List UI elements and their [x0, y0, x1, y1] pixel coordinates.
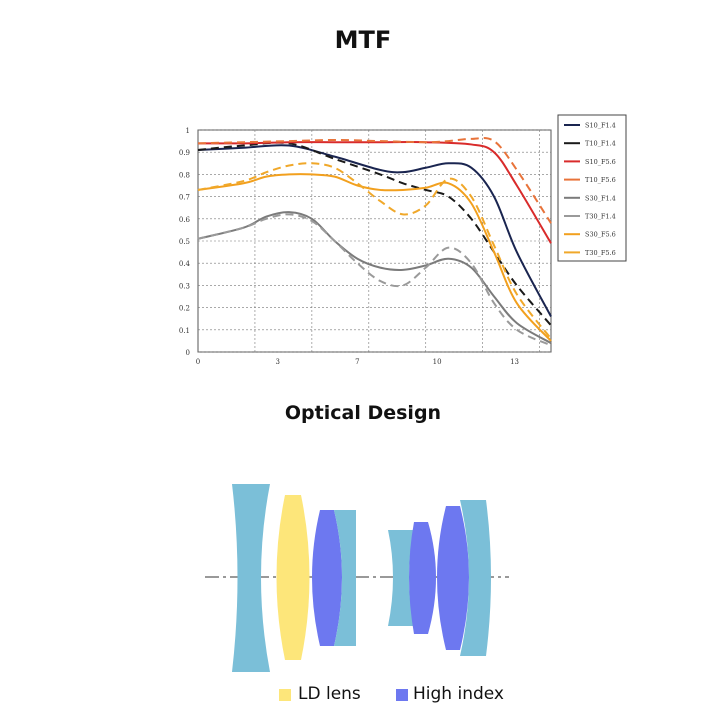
- legend-label: T30_F1.4: [585, 213, 616, 221]
- lens-element-5: [388, 530, 414, 626]
- chart-ticks: 00.10.20.30.40.50.60.70.80.910 3 7 10 13: [179, 127, 519, 366]
- series-line-t30-f5-6: [197, 162, 552, 340]
- chart-grid: [197, 129, 552, 353]
- y-tick-label: 1: [186, 127, 190, 135]
- series-line-t30-f1-4: [197, 213, 552, 347]
- ld-lens-swatch: [279, 689, 291, 701]
- y-tick-label: 0.7: [179, 194, 190, 202]
- lens-element-4: [334, 510, 356, 646]
- x-tick-label: 7: [355, 358, 359, 366]
- y-tick-label: 0.2: [179, 305, 190, 313]
- legend-label: T30_F5.6: [585, 249, 616, 257]
- lens-element-8: [460, 500, 491, 656]
- optical-design-title: Optical Design: [284, 402, 442, 424]
- series-line-s10-f1-4: [197, 144, 552, 317]
- legend-label: S30_F1.4: [585, 194, 616, 202]
- ld-lens-label: LD lens: [298, 684, 361, 704]
- chart-legend: S10_F1.4 T10_F1.4 S10_F5.6 T10_F5.6 S30_F1.4…: [557, 114, 627, 262]
- lens-element-3-high-index: [312, 510, 342, 646]
- legend-label: S10_F5.6: [585, 158, 616, 166]
- y-tick-label: 0: [186, 349, 190, 357]
- y-tick-label: 0.3: [179, 282, 190, 290]
- lens-element-6-high-index: [409, 522, 436, 634]
- series-line-t10-f5-6: [197, 137, 552, 224]
- x-tick-label: 13: [510, 358, 519, 366]
- lens-element-1: [232, 484, 270, 672]
- legend-label: T10_F5.6: [585, 176, 616, 184]
- legend-box: [557, 114, 627, 262]
- y-tick-label: 0.5: [179, 238, 190, 246]
- lens-element-2-ld: [276, 495, 310, 660]
- y-tick-label: 0.9: [179, 149, 190, 157]
- series-line-s10-f5-6: [197, 141, 552, 244]
- y-tick-label: 0.4: [179, 260, 191, 268]
- legend-label: S30_F5.6: [585, 231, 616, 239]
- series-line-s30-f1-4: [197, 211, 552, 344]
- x-tick-label: 10: [433, 358, 442, 366]
- chart-series: [197, 137, 552, 347]
- y-tick-label: 0.6: [179, 216, 191, 224]
- x-tick-label: 0: [196, 358, 200, 366]
- legend-label: S10_F1.4: [585, 122, 616, 130]
- lens-element-7-high-index: [437, 506, 469, 650]
- legend-label: T10_F1.4: [585, 140, 616, 148]
- x-tick-label: 3: [275, 358, 279, 366]
- y-tick-label: 0.1: [179, 327, 190, 335]
- y-tick-label: 0.8: [179, 171, 190, 179]
- high-index-label: High index: [413, 684, 504, 704]
- series-line-s30-f5-6: [197, 173, 552, 342]
- mtf-title: MTF: [334, 26, 392, 54]
- high-index-swatch: [396, 689, 408, 701]
- series-line-t10-f1-4: [197, 141, 552, 327]
- mtf-chart: 00.10.20.30.40.50.60.70.80.910 3 7 10 13 S10…: [179, 114, 627, 366]
